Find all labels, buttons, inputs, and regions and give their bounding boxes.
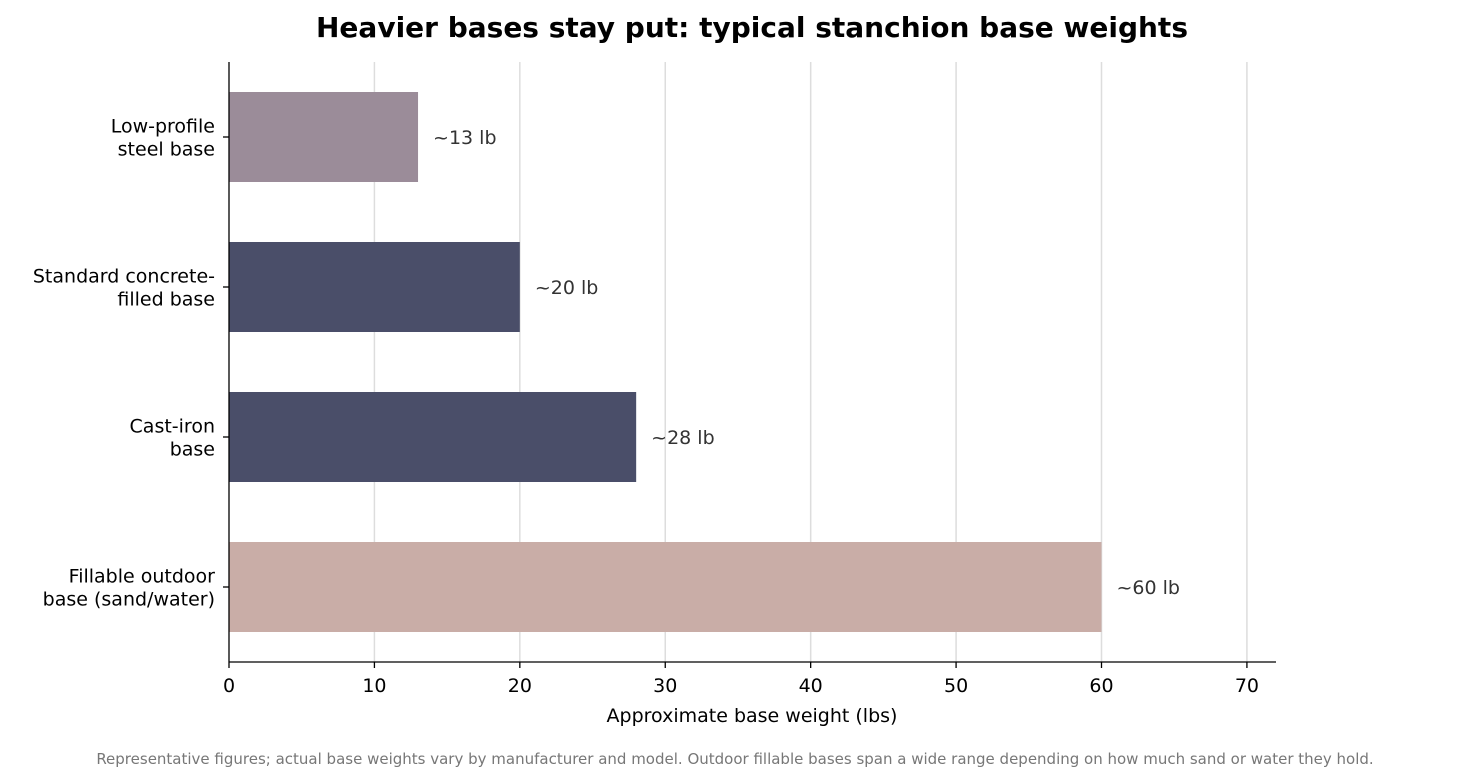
footnote: Representative figures; actual base weig…: [96, 750, 1373, 768]
x-tick-label-10: 10: [362, 675, 386, 697]
x-tick-label-0: 0: [223, 675, 235, 697]
category-label-1-0: Standard concrete-: [33, 266, 215, 288]
data-labels: ~13 lb ~20 lb ~28 lb ~60 lb: [433, 127, 1180, 599]
bar-3: [229, 542, 1102, 632]
x-tick-label-20: 20: [508, 675, 532, 697]
category-label-2-1: base: [170, 439, 215, 461]
x-tick-label-60: 60: [1089, 675, 1113, 697]
bar-2: [229, 392, 637, 482]
data-label-0: ~13 lb: [433, 127, 496, 149]
category-label-1-1: filled base: [117, 289, 215, 311]
x-axis-label: Approximate base weight (lbs): [607, 705, 898, 727]
chart-title: Heavier bases stay put: typical stanchio…: [316, 11, 1188, 44]
bar-0: [229, 92, 419, 182]
bar-1: [229, 242, 520, 332]
x-tick-label-30: 30: [653, 675, 677, 697]
data-label-1: ~20 lb: [535, 277, 598, 299]
data-label-3: ~60 lb: [1117, 577, 1180, 599]
category-label-0-0: Low-profile: [111, 116, 215, 138]
category-label-2-0: Cast-iron: [130, 416, 215, 438]
x-tick-label-70: 70: [1235, 675, 1259, 697]
gridlines: [373, 62, 1248, 662]
x-tick-label-40: 40: [799, 675, 823, 697]
bars: [229, 92, 1102, 632]
data-label-2: ~28 lb: [651, 427, 714, 449]
x-tick-label-50: 50: [944, 675, 968, 697]
category-label-3-1: base (sand/water): [43, 589, 215, 611]
x-ticks: 0 10 20 30 40 50 60 70: [223, 662, 1259, 697]
category-label-0-1: steel base: [118, 139, 215, 161]
category-label-3-0: Fillable outdoor: [69, 566, 216, 588]
